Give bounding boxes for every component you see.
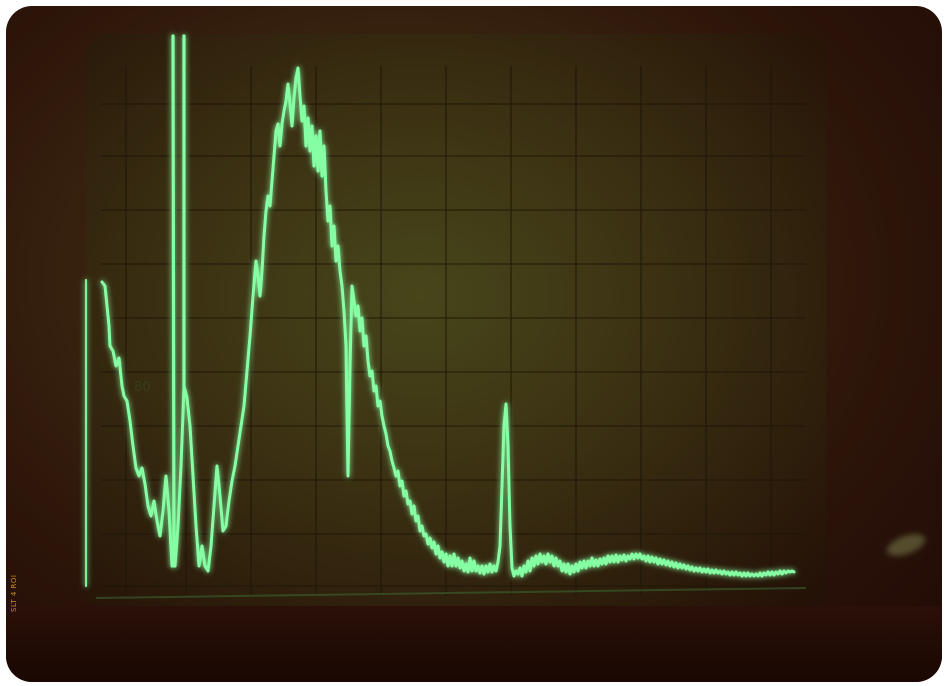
main-waveform: [100, 66, 796, 578]
crt-bezel-bottom: [6, 606, 942, 682]
waveform-trace: 80: [84, 34, 807, 599]
oscilloscope-photo: 80 SLT 4 ROI: [6, 6, 942, 682]
svg-text:80: 80: [134, 380, 151, 395]
photo-stamp-label: SLT 4 ROI: [10, 574, 18, 613]
crt-screen: [86, 34, 826, 614]
baseline-glow: [95, 587, 807, 599]
tall-spike: [171, 34, 186, 568]
